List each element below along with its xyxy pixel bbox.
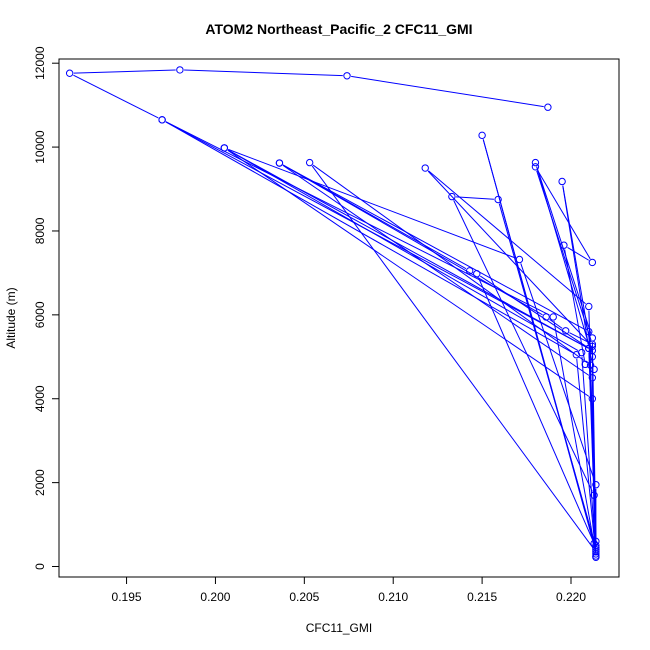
series-line-segment [184,69,343,77]
data-point [592,553,600,561]
data-point [590,539,598,548]
series-line-segment [498,203,596,544]
data-point [544,103,552,111]
data-point [588,353,597,361]
series-line-segment [553,320,596,550]
y-tick-label: 10000 [33,130,47,164]
x-tick-label: 0.205 [289,590,319,604]
series-line-segment [73,74,159,119]
data-point [448,192,456,201]
series-line-segment [228,148,516,259]
data-point [343,72,351,80]
data-point [561,327,570,335]
x-tick-label: 0.215 [467,590,497,604]
chart-title: ATOM2 Northeast_Pacific_2 CFC11_GMI [205,21,472,37]
data-point [588,395,597,403]
data-point [590,491,598,499]
series-line-segment [227,149,579,351]
y-tick-label: 0 [33,563,47,570]
data-point [158,116,166,124]
series-line-segment [520,263,596,481]
series-line-segment [165,121,573,354]
series-line-segment [427,170,590,344]
data-point [590,365,598,374]
data-point [588,340,597,348]
y-axis-label: Altitude (m) [4,287,18,348]
data-point [494,195,502,204]
x-tick-label: 0.195 [112,590,142,604]
data-point [478,131,486,140]
data-point [275,159,284,167]
series-line-segment [312,164,588,364]
x-axis-label: CFC11_GMI [306,621,372,635]
series-points [65,66,600,561]
data-point [515,255,524,264]
data-point [531,158,540,167]
data-point [473,270,481,278]
data-point [585,327,593,336]
data-point [549,313,557,321]
x-tick-label: 0.200 [200,590,230,604]
series-line-segment [282,164,467,270]
series-line-segment [282,164,590,376]
data-point [592,537,600,546]
data-point [531,163,540,171]
series-line-segment [537,170,591,260]
y-tick-label: 6000 [33,301,47,328]
data-point [542,313,550,321]
data-point [465,267,474,275]
y-axis: 0 2000 4000 6000 8000 10000 12000 [33,46,60,570]
data-point [588,342,597,351]
y-tick-label: 2000 [33,469,47,496]
data-point [577,348,586,357]
series-line-segment [227,149,590,397]
series-line-segment [549,318,563,329]
data-point [176,66,184,74]
series-line-segment [567,246,589,261]
series-line-segment [569,332,589,343]
series-line-segment [351,75,544,108]
data-point [421,164,429,172]
x-tick-label: 0.220 [556,590,586,604]
x-tick-label: 0.210 [378,590,408,604]
data-point [305,158,314,167]
data-point [220,144,229,152]
series-line-segment [453,200,593,492]
data-point [585,302,593,311]
data-point [588,258,597,267]
x-axis: 0.195 0.200 0.205 0.210 0.215 0.220 [112,576,586,604]
y-tick-label: 4000 [33,385,47,412]
series-line-segment [479,275,590,349]
data-point [588,374,597,382]
data-point [558,177,566,186]
series-line-segment [456,196,494,200]
y-tick-label: 8000 [33,217,47,244]
series-line-segment [73,69,176,74]
series-line-segment [588,365,591,368]
data-point [592,541,600,550]
series-line-segment [428,170,586,305]
series-line-segment [227,149,589,349]
series-line-segment [477,277,593,540]
series-line-segment [536,170,592,341]
series-line-segment [282,164,586,331]
series-line-segment [165,121,550,316]
data-point [581,360,589,369]
data-point [592,481,600,489]
y-tick-label: 12000 [33,46,47,80]
series-line-segment [581,356,597,552]
data-point [560,241,568,249]
series-line-segment [311,165,594,549]
data-point [65,69,74,77]
